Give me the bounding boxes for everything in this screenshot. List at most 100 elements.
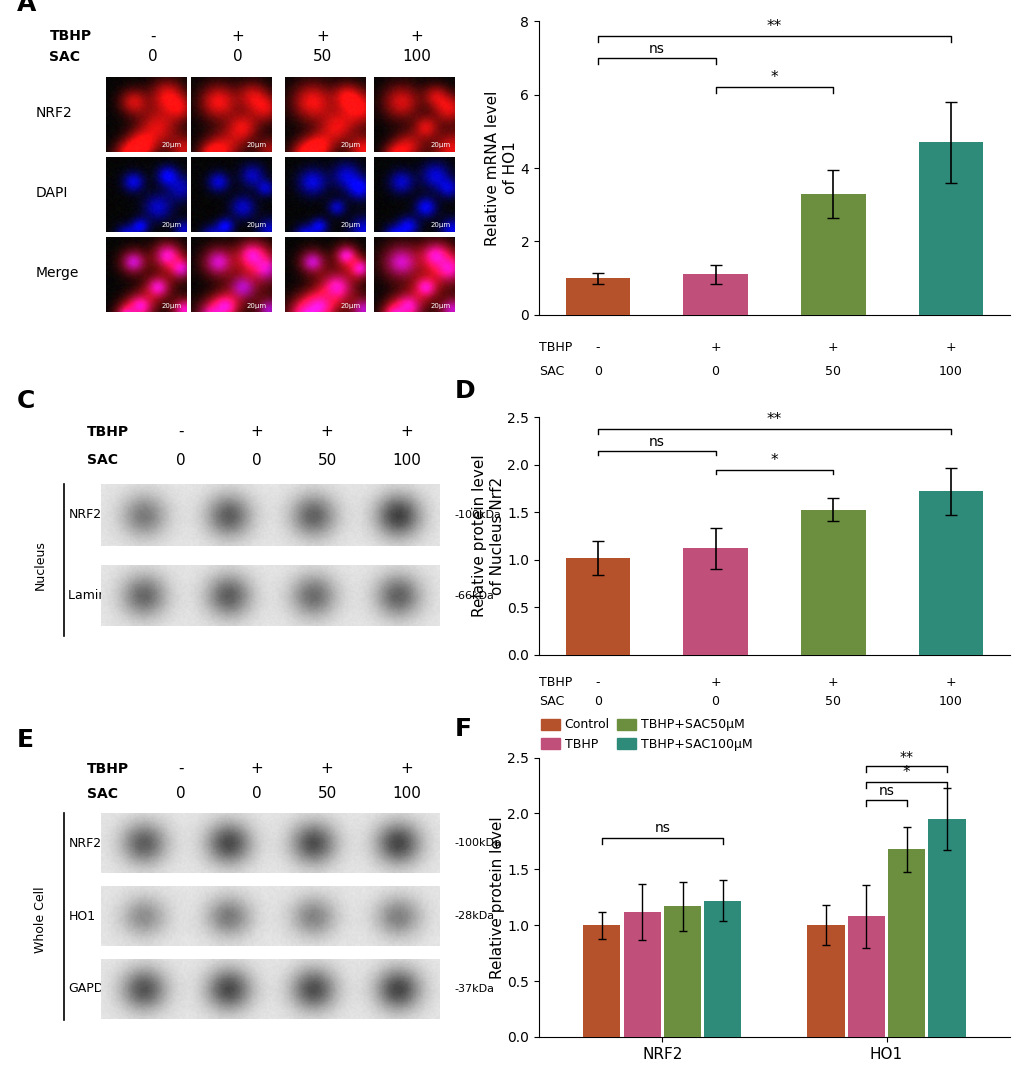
Text: +: +	[410, 29, 423, 44]
Text: 20μm: 20μm	[340, 142, 361, 149]
Text: A: A	[16, 0, 36, 16]
Text: *: *	[769, 453, 777, 468]
Text: 0: 0	[232, 49, 243, 64]
Text: -: -	[150, 29, 156, 44]
Bar	[703, 900, 741, 1037]
Text: NRF2: NRF2	[68, 508, 101, 522]
Text: +: +	[321, 424, 333, 439]
Text: +: +	[316, 29, 328, 44]
Bar	[583, 925, 620, 1037]
Bar	[683, 275, 747, 314]
Text: 100: 100	[938, 365, 962, 377]
Text: NRF2: NRF2	[36, 106, 72, 120]
Text: +: +	[945, 341, 956, 354]
Text: TBHP: TBHP	[538, 677, 572, 690]
Text: 20μm: 20μm	[340, 222, 361, 229]
Text: B: B	[453, 0, 473, 4]
Text: SAC: SAC	[87, 787, 118, 801]
Text: 20μm: 20μm	[162, 222, 181, 229]
Text: 50: 50	[313, 49, 332, 64]
Text: 20μm: 20μm	[340, 303, 361, 309]
Text: ns: ns	[648, 435, 664, 449]
Bar	[800, 510, 865, 655]
Text: 50: 50	[317, 452, 336, 467]
Text: SAC: SAC	[538, 365, 564, 377]
Bar	[847, 916, 884, 1037]
Text: SAC: SAC	[87, 453, 118, 467]
Text: **: **	[899, 750, 913, 764]
Bar	[683, 548, 747, 655]
Text: -100kDa: -100kDa	[453, 838, 500, 849]
Text: F: F	[453, 716, 471, 741]
Text: -28kDa: -28kDa	[453, 911, 494, 921]
Text: Whole Cell: Whole Cell	[34, 886, 47, 952]
Text: +: +	[709, 341, 720, 354]
Bar	[800, 193, 865, 314]
Text: +: +	[827, 677, 838, 690]
Bar	[918, 142, 982, 314]
Text: *: *	[902, 765, 910, 780]
Text: -: -	[595, 341, 599, 354]
Text: 100: 100	[392, 787, 421, 802]
Text: 0: 0	[176, 787, 185, 802]
Y-axis label: Relative mRNA level
of HO1: Relative mRNA level of HO1	[485, 91, 518, 246]
Text: SAC: SAC	[538, 695, 564, 709]
Bar	[565, 278, 630, 314]
Bar	[807, 925, 844, 1037]
Text: 20μm: 20μm	[430, 142, 449, 149]
Text: Nucleus: Nucleus	[34, 540, 47, 590]
Text: ns: ns	[648, 42, 664, 56]
Text: 100: 100	[938, 695, 962, 709]
Bar	[927, 819, 965, 1037]
Text: 50: 50	[824, 695, 841, 709]
Text: -: -	[178, 424, 183, 439]
Bar	[888, 849, 924, 1037]
Y-axis label: Relative protein level: Relative protein level	[489, 816, 504, 978]
Bar	[565, 558, 630, 655]
Text: Lamin B: Lamin B	[68, 589, 119, 602]
Y-axis label: Relative protein level
of Nucleus Nrf2: Relative protein level of Nucleus Nrf2	[472, 454, 504, 618]
Text: E: E	[16, 728, 34, 752]
Text: 20μm: 20μm	[162, 303, 181, 309]
Text: -66kDa: -66kDa	[453, 590, 493, 601]
Text: 0: 0	[148, 49, 158, 64]
Text: -: -	[178, 761, 183, 776]
Text: 20μm: 20μm	[247, 222, 266, 229]
Text: 100: 100	[401, 49, 431, 64]
Text: 0: 0	[176, 452, 185, 467]
Text: 20μm: 20μm	[162, 142, 181, 149]
Text: HO1: HO1	[68, 910, 96, 923]
Text: +: +	[321, 761, 333, 776]
Text: 50: 50	[317, 787, 336, 802]
Text: 20μm: 20μm	[430, 303, 449, 309]
Bar	[918, 492, 982, 655]
Text: -100kDa: -100kDa	[453, 510, 500, 520]
Text: +: +	[827, 341, 838, 354]
Text: TBHP: TBHP	[49, 29, 92, 43]
Text: +: +	[400, 424, 413, 439]
Text: 0: 0	[252, 452, 261, 467]
Text: TBHP: TBHP	[87, 424, 129, 438]
Text: -: -	[595, 677, 599, 690]
Text: -37kDa: -37kDa	[453, 983, 494, 994]
Text: +: +	[231, 29, 244, 44]
Text: 20μm: 20μm	[247, 142, 266, 149]
Text: NRF2: NRF2	[68, 837, 101, 850]
Text: D: D	[453, 379, 475, 403]
Text: 0: 0	[252, 787, 261, 802]
Text: +: +	[945, 677, 956, 690]
Text: +: +	[250, 424, 263, 439]
Text: 100: 100	[392, 452, 421, 467]
Text: TBHP: TBHP	[87, 762, 129, 776]
Text: DAPI: DAPI	[36, 186, 67, 200]
Text: +: +	[709, 677, 720, 690]
Bar	[623, 912, 660, 1037]
Legend: Control, TBHP, TBHP+SAC50μM, TBHP+SAC100μM: Control, TBHP, TBHP+SAC50μM, TBHP+SAC100…	[535, 713, 757, 756]
Bar	[663, 907, 700, 1037]
Text: ns: ns	[877, 784, 894, 797]
Text: 50: 50	[824, 365, 841, 377]
Text: 0: 0	[711, 695, 718, 709]
Text: 0: 0	[593, 365, 601, 377]
Text: GAPDH: GAPDH	[68, 982, 113, 995]
Text: **: **	[766, 412, 782, 427]
